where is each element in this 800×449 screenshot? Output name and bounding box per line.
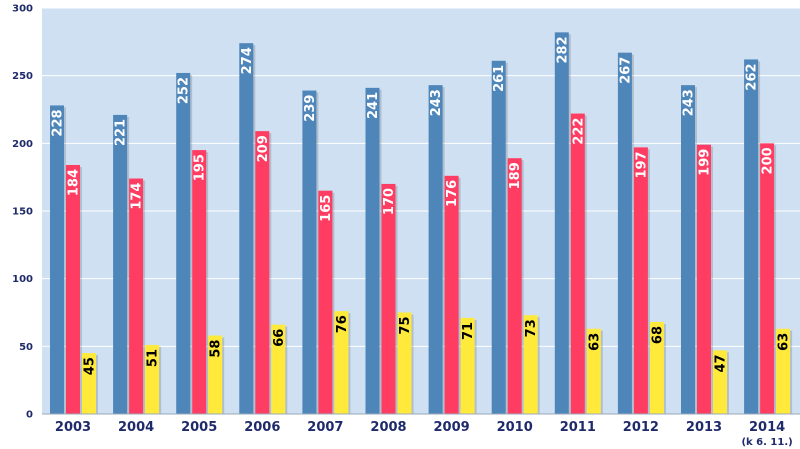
bar-series-3-2008 — [397, 312, 412, 414]
bar-value-label: 274 — [240, 47, 255, 74]
x-tick-label: 2006 — [244, 420, 280, 435]
y-tick-label: 300 — [12, 4, 33, 15]
y-tick-label: 250 — [12, 71, 33, 82]
y-tick-label: 200 — [12, 139, 33, 150]
bar-value-label: 45 — [83, 357, 98, 375]
bar-series-3-2012 — [649, 321, 664, 414]
bar-value-label: 73 — [524, 319, 539, 337]
bar-series-3-2011 — [586, 328, 601, 414]
bar-series-2-2012 — [633, 147, 648, 415]
bar-value-label: 239 — [303, 95, 318, 122]
bar-series-1-2014 — [744, 59, 759, 414]
bar-value-label: 71 — [461, 322, 476, 340]
x-tick-label: 2010 — [497, 420, 533, 435]
bar-series-2-2005 — [192, 150, 207, 414]
bar-value-label: 209 — [256, 135, 271, 162]
bar-value-label: 63 — [777, 333, 792, 351]
bar-value-label: 189 — [508, 162, 523, 189]
bar-series-1-2003 — [50, 105, 64, 414]
x-tick-label: 2009 — [434, 420, 470, 435]
y-tick-label: 50 — [19, 342, 33, 353]
x-tick-label: 2007 — [307, 420, 343, 435]
bar-value-label: 282 — [555, 36, 570, 63]
bar-series-3-2005 — [208, 335, 223, 414]
bar-series-3-2007 — [334, 311, 349, 414]
bar-series-2-2003 — [66, 164, 80, 414]
bar-value-label: 176 — [445, 180, 460, 207]
bar-value-label: 170 — [382, 188, 397, 215]
x-tick-label: 2003 — [55, 420, 91, 435]
bar-series-1-2008 — [365, 87, 380, 414]
bar-series-1-2010 — [491, 60, 506, 414]
bar-value-label: 51 — [146, 349, 161, 367]
bar-series-3-2009 — [460, 317, 475, 414]
bar-value-label: 68 — [650, 326, 665, 344]
bar-series-2-2008 — [381, 183, 396, 414]
bar-value-label: 76 — [335, 315, 350, 333]
bar-value-label: 252 — [177, 77, 192, 104]
bar-series-1-2007 — [302, 90, 317, 414]
bar-series-2-2006 — [255, 131, 270, 415]
bar-value-label: 47 — [714, 354, 729, 372]
bar-value-label: 243 — [429, 89, 444, 116]
x-tick-label: 2014 — [749, 420, 785, 435]
bar-series-2-2011 — [570, 113, 585, 414]
y-tick-label: 150 — [12, 207, 33, 218]
bar-series-2-2013 — [697, 144, 711, 415]
bar-value-label: 228 — [51, 109, 66, 136]
bar-series-1-2012 — [617, 52, 632, 414]
y-axis-ticks: 0 50 100 150 200 250 300 — [12, 4, 33, 421]
bar-series-1-2006 — [239, 43, 254, 414]
bar-series-1-2011 — [554, 32, 569, 415]
bar-value-label: 222 — [571, 118, 586, 145]
bar-series-2-2010 — [507, 158, 522, 414]
x-tick-note: (k 6. 11.) — [741, 437, 792, 448]
x-tick-label: 2004 — [118, 420, 154, 435]
bar-value-label: 174 — [130, 183, 145, 210]
bar-value-label: 262 — [745, 63, 760, 90]
bar-series-2-2014 — [760, 143, 775, 415]
bar-series-3-2006 — [271, 324, 286, 414]
x-axis-labels: 2003 2004 2005 2006 2007 2008 2009 2010 2011 2012… — [55, 420, 793, 448]
bar-series-3-2013 — [713, 350, 727, 414]
y-tick-label: 100 — [12, 274, 33, 285]
bar-series-3-2014 — [776, 328, 791, 414]
bar-series-2-2004 — [129, 178, 144, 414]
bar-value-label: 267 — [618, 57, 633, 84]
bar-value-label: 221 — [114, 119, 129, 146]
x-tick-label: 2005 — [181, 420, 217, 435]
bar-value-label: 195 — [193, 154, 208, 181]
bar-series-2-2009 — [444, 175, 459, 414]
bar-value-label: 165 — [319, 195, 334, 222]
bar-value-label: 241 — [366, 92, 381, 119]
x-tick-label: 2012 — [623, 420, 659, 435]
bar-series-1-2013 — [681, 85, 695, 414]
bar-value-label: 58 — [209, 340, 224, 358]
y-tick-label: 0 — [26, 410, 33, 421]
bar-series-1-2004 — [113, 114, 128, 414]
bar-series-1-2005 — [176, 72, 191, 415]
bar-series-2-2007 — [318, 190, 333, 414]
bar-series-3-2003 — [82, 353, 96, 414]
gridlines — [42, 7, 800, 347]
bar-series-3-2004 — [145, 344, 160, 414]
bar-series-3-2010 — [523, 315, 538, 414]
bar-value-label: 261 — [492, 65, 507, 92]
bar-value-label: 63 — [587, 333, 602, 351]
x-tick-label: 2013 — [686, 420, 722, 435]
x-tick-label: 2008 — [370, 420, 406, 435]
bar-value-label: 75 — [398, 317, 413, 335]
bars: 228 184 45 221 174 51 252 195 58 274 209 66 239 165 76… — [50, 32, 793, 415]
bar-value-label: 197 — [634, 151, 649, 178]
bar-value-label: 184 — [67, 169, 82, 196]
bar-value-label: 199 — [698, 149, 713, 176]
bar-series-1-2009 — [428, 85, 443, 414]
bar-value-label: 66 — [272, 329, 287, 347]
x-tick-label: 2011 — [560, 420, 596, 435]
bar-value-label: 200 — [761, 147, 776, 174]
bar-value-label: 243 — [682, 89, 697, 116]
